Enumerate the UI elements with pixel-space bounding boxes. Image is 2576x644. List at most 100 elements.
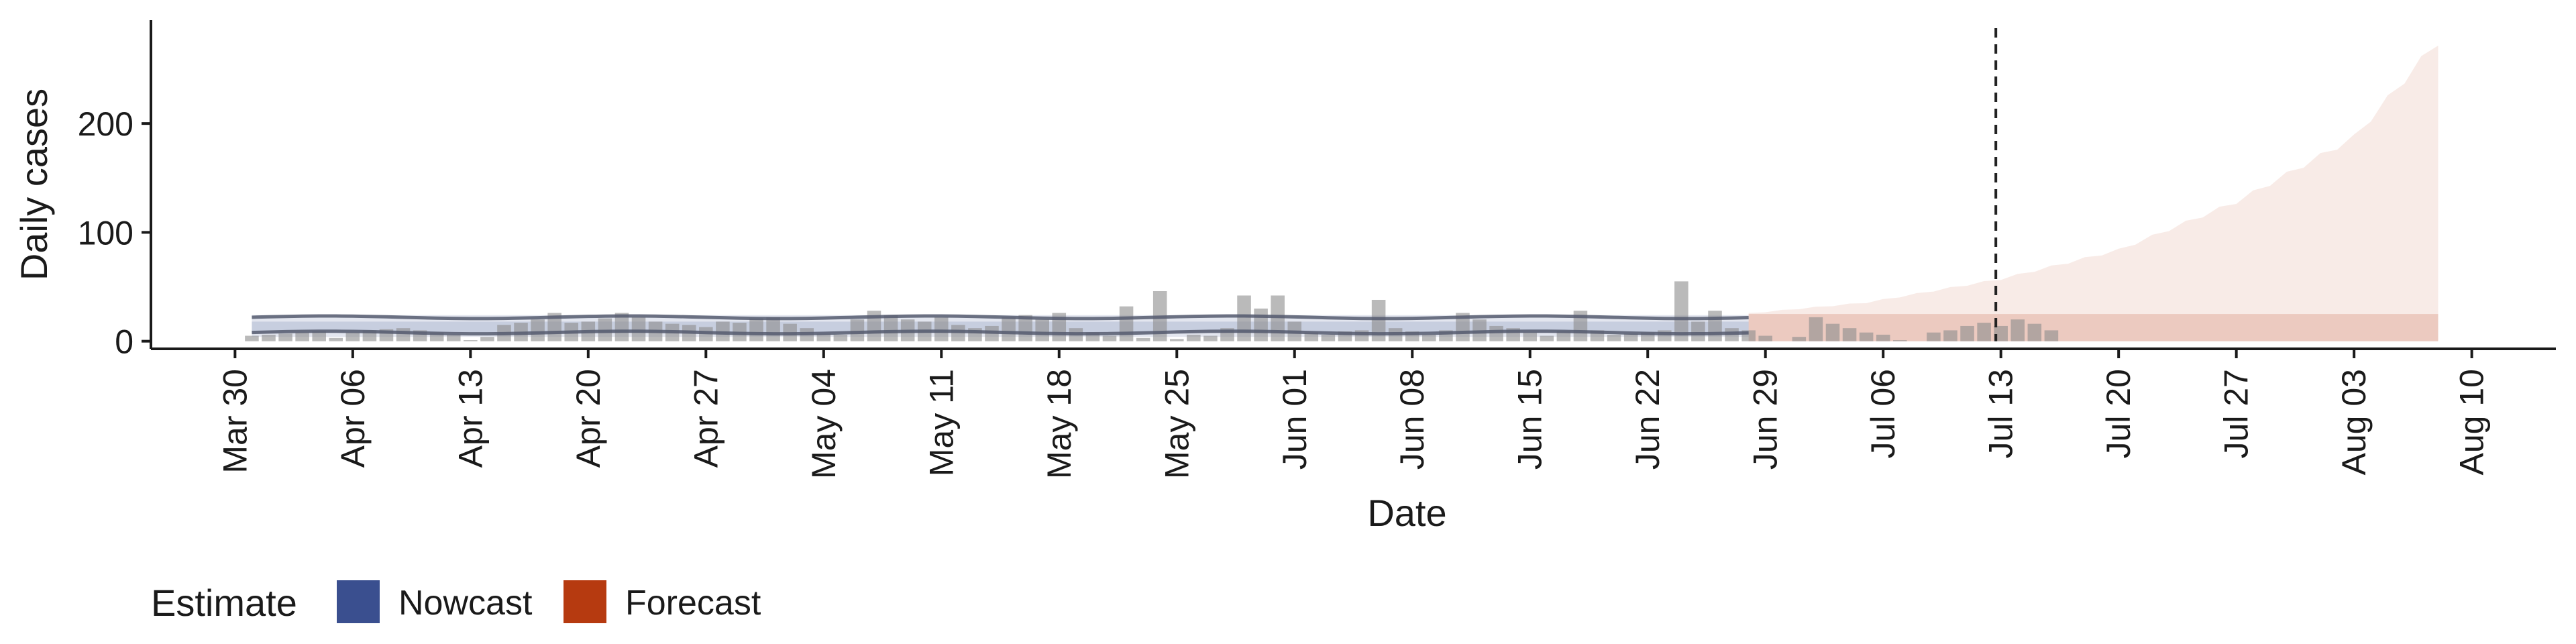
case-bar: [1035, 319, 1049, 341]
case-bar: [1758, 335, 1772, 341]
case-bar: [1809, 317, 1823, 341]
case-bar: [329, 337, 343, 341]
case-bar: [1489, 325, 1503, 341]
nowcast-median-line: [252, 329, 1749, 336]
case-bar: [1623, 333, 1638, 341]
case-bar: [480, 337, 494, 341]
case-bar: [1876, 334, 1890, 341]
x-tick-label: Jun 29: [1747, 369, 1784, 470]
case-bar: [446, 334, 461, 341]
case-bar: [1102, 335, 1117, 341]
case-bar: [1371, 299, 1386, 341]
case-bar: [1119, 306, 1134, 341]
case-bar: [464, 340, 478, 341]
case-bar: [2010, 319, 2025, 341]
x-tick-label: Apr 06: [334, 369, 372, 468]
case-bar: [1825, 323, 1840, 341]
case-bar: [1943, 330, 1957, 341]
case-bar: [345, 332, 360, 341]
case-bar: [1321, 334, 1336, 341]
x-tick-label: Jul 13: [1982, 369, 2020, 458]
x-tick-label: Jul 20: [2100, 369, 2137, 458]
case-bar: [614, 313, 629, 341]
case-bar: [312, 331, 326, 341]
case-bar: [295, 332, 309, 341]
case-bar: [1977, 323, 1991, 341]
legend-key-forecast: [564, 580, 606, 623]
y-axis-label: Daily cases: [13, 89, 55, 280]
legend: Estimate Nowcast Forecast: [151, 580, 761, 624]
case-bar: [766, 317, 780, 341]
case-bar: [1169, 339, 1184, 341]
case-bar: [1994, 325, 2008, 341]
y-axis-ticks: 0 100 200: [78, 105, 151, 361]
case-bar: [1304, 332, 1319, 341]
forecast-bands: [1748, 45, 2438, 341]
y-tick-label: 100: [78, 214, 133, 252]
case-bar: [1960, 325, 1974, 341]
nowcast-lines: [252, 314, 1749, 336]
legend-key-nowcast: [337, 580, 380, 623]
plot-area: [245, 28, 2438, 341]
x-tick-label: May 04: [805, 369, 843, 479]
legend-label-nowcast: Nowcast: [398, 584, 533, 623]
case-bar: [2044, 330, 2059, 341]
x-tick-label: Aug 03: [2335, 369, 2373, 475]
x-tick-label: May 18: [1040, 369, 1078, 479]
x-tick-label: May 11: [922, 369, 960, 476]
case-bar: [1859, 332, 1874, 341]
case-bar: [1892, 340, 1907, 341]
case-bar: [1691, 321, 1705, 341]
case-bar: [2027, 323, 2042, 341]
y-tick-label: 0: [115, 323, 133, 361]
case-bar: [278, 333, 292, 341]
case-bar: [1674, 281, 1688, 341]
case-bar: [816, 333, 831, 341]
case-bar: [531, 319, 545, 341]
x-tick-label: Apr 20: [570, 369, 607, 468]
x-tick-label: Aug 10: [2453, 369, 2491, 475]
case-bar: [749, 318, 763, 341]
case-bar: [1271, 295, 1285, 341]
x-tick-label: Jun 08: [1393, 369, 1431, 470]
y-tick-label: 200: [78, 105, 133, 143]
x-tick-label: Jun 01: [1276, 369, 1313, 470]
case-bar: [934, 317, 949, 341]
case-bar: [1842, 328, 1857, 341]
case-bar: [1254, 308, 1268, 341]
x-tick-label: Apr 27: [687, 369, 724, 468]
case-bar: [1556, 331, 1571, 341]
case-bar: [631, 317, 646, 341]
x-tick-label: Mar 30: [216, 369, 254, 474]
case-bar: [883, 315, 898, 341]
case-bar: [1927, 332, 1941, 341]
case-bar: [1136, 337, 1150, 341]
x-tick-label: Jun 22: [1629, 369, 1666, 470]
case-bar: [1573, 311, 1588, 341]
case-bar: [262, 334, 276, 341]
case-bar: [245, 335, 259, 341]
x-axis-label: Date: [1367, 492, 1446, 534]
case-bar: [1708, 311, 1722, 341]
case-bar: [1792, 337, 1807, 341]
case-bar: [1237, 295, 1251, 341]
case-bar: [1607, 334, 1621, 341]
x-tick-label: Jul 06: [1864, 369, 1902, 458]
case-bar: [396, 328, 411, 341]
x-axis-ticks: Mar 30 Apr 06 Apr 13 Apr 20 Apr 27 May 04 May …: [216, 349, 2491, 479]
legend-label-forecast: Forecast: [625, 584, 761, 623]
case-bar: [1523, 332, 1538, 341]
case-bar: [1187, 334, 1201, 341]
case-bar: [1203, 335, 1218, 341]
x-tick-label: Jul 27: [2218, 369, 2255, 458]
forecast-outer-band: [1748, 45, 2438, 341]
x-tick-label: Apr 13: [451, 369, 489, 468]
legend-title: Estimate: [151, 582, 297, 624]
case-bar: [1002, 317, 1016, 341]
case-bar: [833, 334, 848, 341]
x-tick-label: May 25: [1158, 369, 1195, 479]
x-tick-label: Jun 15: [1511, 369, 1549, 470]
case-bar: [850, 319, 865, 341]
case-bar: [1422, 334, 1436, 341]
